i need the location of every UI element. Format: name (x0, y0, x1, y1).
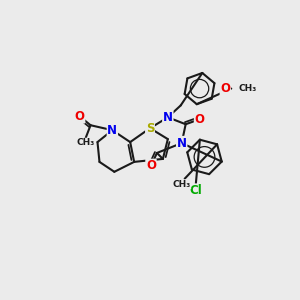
Text: CH₃: CH₃ (76, 138, 95, 147)
Text: Cl: Cl (189, 184, 202, 197)
Text: N: N (177, 136, 187, 150)
Text: CH₃: CH₃ (238, 84, 256, 93)
Text: O: O (194, 113, 205, 126)
Text: N: N (107, 124, 117, 137)
Text: O: O (220, 82, 230, 95)
Text: O: O (146, 159, 156, 172)
Text: CH₃: CH₃ (172, 180, 191, 189)
Text: S: S (146, 122, 154, 135)
Text: N: N (163, 111, 173, 124)
Text: O: O (75, 110, 85, 123)
